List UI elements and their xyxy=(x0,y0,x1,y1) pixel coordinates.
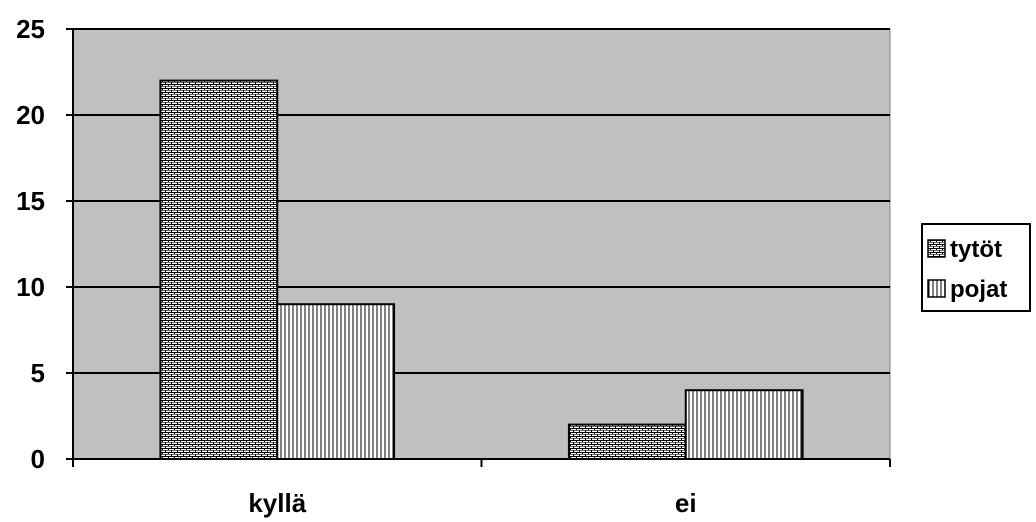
y-tick-label: 20 xyxy=(16,100,45,130)
y-tick-label: 5 xyxy=(31,358,45,388)
bars xyxy=(159,79,804,461)
legend-swatch-pojat xyxy=(927,279,946,298)
bar-tytot-ei xyxy=(567,423,687,461)
y-tick-label: 10 xyxy=(16,272,45,302)
y-tick-label: 0 xyxy=(31,444,45,474)
legend-label-pojat: pojat xyxy=(950,276,1007,303)
y-tick-label: 25 xyxy=(16,14,45,44)
bar-pojat-ei xyxy=(684,389,804,461)
category-label: ei xyxy=(675,488,697,518)
legend-swatch-tytot xyxy=(927,239,946,258)
y-tick-label: 15 xyxy=(16,186,45,216)
bar-tytot-kylla xyxy=(159,79,279,460)
legend-label-tytot: tytöt xyxy=(950,236,1002,263)
x-ticks: kyllä ei xyxy=(72,459,891,518)
legend: tytöt pojat xyxy=(921,223,1031,312)
y-ticks: 0 5 10 15 20 25 xyxy=(16,14,73,474)
category-label: kyllä xyxy=(248,488,306,518)
bar-pojat-kylla xyxy=(276,303,396,461)
